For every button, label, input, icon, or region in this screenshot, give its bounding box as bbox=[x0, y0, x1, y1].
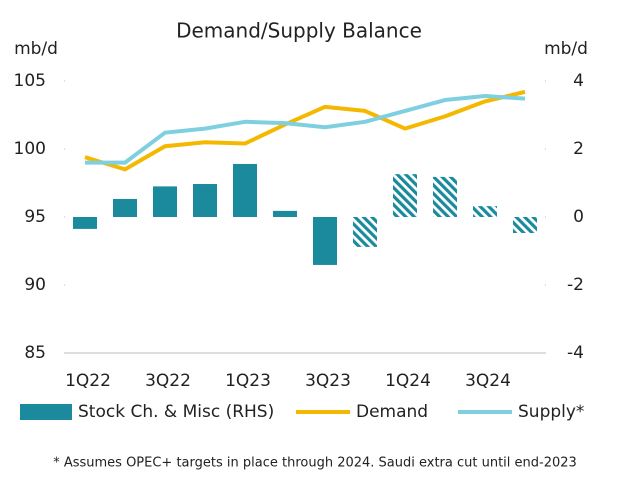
bar bbox=[73, 217, 97, 229]
bar bbox=[393, 174, 417, 217]
legend-swatch bbox=[20, 404, 72, 420]
x-tick-label: 1Q22 bbox=[65, 371, 111, 391]
legend-label: Demand bbox=[356, 402, 428, 422]
x-tick-label: 3Q23 bbox=[305, 371, 351, 391]
y2-tick-label: 2 bbox=[573, 139, 584, 159]
y-tick-label: 105 bbox=[14, 71, 46, 91]
y-tick-label: 85 bbox=[24, 343, 46, 363]
footnote: * Assumes OPEC+ targets in place through… bbox=[53, 456, 577, 471]
legend-label: Supply* bbox=[518, 402, 584, 422]
x-tick-label: 3Q22 bbox=[145, 371, 191, 391]
y-tick-label: 100 bbox=[14, 139, 46, 159]
x-tick-label: 1Q23 bbox=[225, 371, 271, 391]
bar bbox=[313, 217, 337, 265]
bar bbox=[513, 217, 537, 233]
y-tick-label: 90 bbox=[24, 275, 46, 295]
chart-title: Demand/Supply Balance bbox=[176, 19, 422, 43]
bar bbox=[113, 198, 137, 217]
line bbox=[84, 89, 526, 172]
y2-tick-label: -4 bbox=[567, 343, 584, 363]
y2-tick-label: -2 bbox=[567, 275, 584, 295]
y-axis-label: mb/d bbox=[14, 39, 58, 59]
bar bbox=[353, 217, 377, 247]
bar bbox=[473, 206, 497, 217]
x-tick-label: 3Q24 bbox=[465, 371, 511, 391]
x-tick-label: 1Q24 bbox=[385, 371, 431, 391]
legend-label: Stock Ch. & Misc (RHS) bbox=[78, 402, 274, 422]
bar bbox=[433, 176, 457, 217]
line bbox=[85, 93, 526, 165]
y-tick-label: 95 bbox=[24, 207, 46, 227]
bar bbox=[193, 184, 217, 217]
bar bbox=[273, 210, 297, 217]
bar bbox=[153, 186, 177, 217]
bar bbox=[233, 163, 257, 217]
y2-tick-label: 0 bbox=[573, 207, 584, 227]
y2-tick-label: 4 bbox=[573, 71, 584, 91]
y2-axis-label: mb/d bbox=[544, 39, 588, 59]
